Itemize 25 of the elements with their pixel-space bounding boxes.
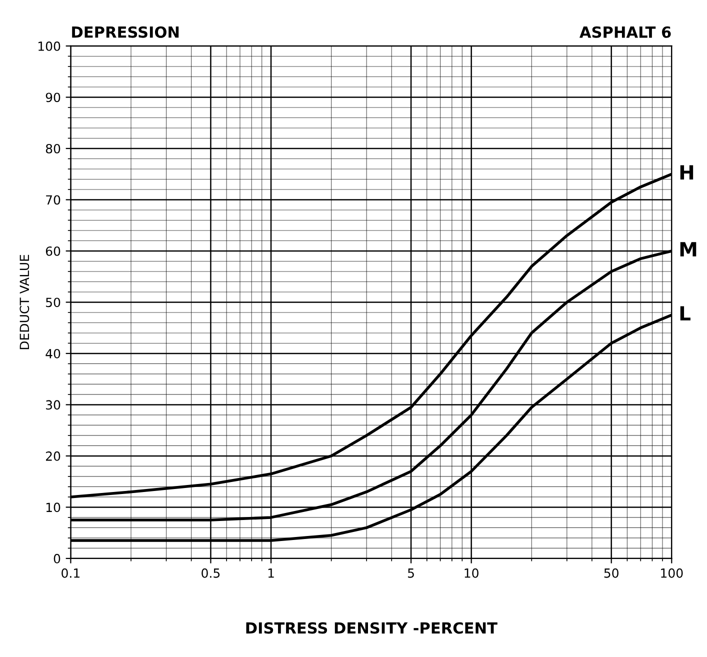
y-tick-label: 50 bbox=[46, 298, 60, 308]
y-tick-label: 10 bbox=[46, 502, 60, 512]
chart-title: DEPRESSION bbox=[72, 26, 179, 38]
y-tick-label: 60 bbox=[46, 246, 60, 256]
series-label: H bbox=[680, 165, 694, 180]
y-tick-label: 100 bbox=[38, 41, 60, 51]
x-tick-label: 10 bbox=[464, 568, 478, 578]
y-axis-title: DEDUCT VALUE bbox=[20, 254, 30, 350]
series-label: L bbox=[680, 306, 690, 320]
x-tick-label: 5 bbox=[408, 568, 414, 578]
y-tick-label: 40 bbox=[46, 348, 60, 358]
x-tick-label: 0.1 bbox=[62, 568, 80, 578]
x-tick-label: 50 bbox=[604, 568, 618, 578]
y-tick-label: 80 bbox=[46, 144, 60, 154]
x-tick-label: 1 bbox=[268, 568, 274, 578]
y-tick-label: 0 bbox=[54, 554, 60, 564]
text: ASPHALT 6 bbox=[580, 26, 671, 38]
x-axis-title: DISTRESS DENSITY -PERCENT bbox=[246, 622, 498, 634]
x-tick-label: 0.5 bbox=[202, 568, 220, 578]
x-tick-label: 100 bbox=[661, 568, 683, 578]
y-tick-label: 20 bbox=[46, 451, 60, 461]
y-tick-label: 70 bbox=[46, 195, 60, 205]
series-label: M bbox=[680, 242, 696, 256]
y-tick-label: 30 bbox=[46, 400, 60, 410]
y-tick-label: 90 bbox=[46, 92, 60, 102]
